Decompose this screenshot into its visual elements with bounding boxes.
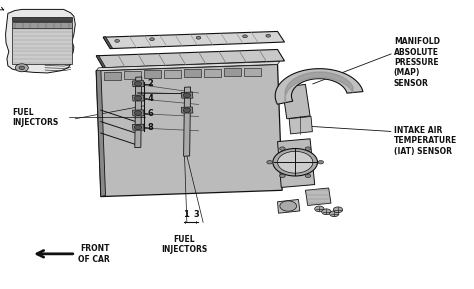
Circle shape [329, 211, 339, 217]
Circle shape [183, 108, 191, 112]
Polygon shape [184, 69, 201, 77]
Circle shape [134, 111, 142, 115]
Text: FUEL
INJECTORS: FUEL INJECTORS [162, 235, 208, 254]
Polygon shape [305, 188, 331, 205]
Circle shape [134, 125, 142, 129]
Text: 2: 2 [147, 79, 153, 88]
Circle shape [318, 160, 324, 164]
Polygon shape [244, 68, 261, 75]
Circle shape [150, 38, 155, 40]
Circle shape [243, 35, 247, 38]
Circle shape [134, 81, 142, 86]
Polygon shape [277, 139, 315, 188]
Circle shape [322, 209, 331, 215]
Circle shape [315, 206, 324, 212]
Circle shape [280, 201, 297, 211]
Text: 6: 6 [147, 108, 153, 118]
Circle shape [115, 40, 119, 42]
Polygon shape [124, 71, 141, 79]
Circle shape [305, 147, 311, 150]
Text: MANIFOLD
ABSOLUTE
PRESSURE
(MAP)
SENSOR: MANIFOLD ABSOLUTE PRESSURE (MAP) SENSOR [394, 37, 440, 88]
Circle shape [277, 151, 313, 173]
Polygon shape [132, 81, 144, 87]
Polygon shape [132, 110, 144, 116]
Polygon shape [11, 22, 72, 28]
Polygon shape [96, 55, 106, 68]
Polygon shape [103, 37, 112, 49]
Circle shape [19, 66, 25, 70]
Circle shape [15, 64, 28, 72]
Circle shape [333, 207, 343, 213]
Polygon shape [224, 68, 241, 76]
Polygon shape [183, 87, 191, 156]
Polygon shape [204, 69, 221, 77]
Polygon shape [11, 28, 72, 64]
Polygon shape [135, 77, 142, 148]
Circle shape [266, 34, 271, 37]
Text: INTAKE AIR
TEMPERATURE
(IAT) SENSOR: INTAKE AIR TEMPERATURE (IAT) SENSOR [394, 126, 457, 156]
Polygon shape [96, 49, 284, 68]
Polygon shape [181, 107, 193, 113]
Circle shape [305, 174, 311, 178]
Polygon shape [181, 92, 193, 98]
Polygon shape [96, 64, 282, 197]
Circle shape [280, 147, 285, 150]
Text: 1: 1 [182, 210, 188, 219]
Circle shape [196, 36, 201, 39]
Polygon shape [6, 10, 75, 73]
Text: 3: 3 [193, 210, 199, 219]
Circle shape [273, 149, 318, 176]
Polygon shape [96, 62, 280, 71]
Circle shape [183, 93, 191, 98]
Text: 4: 4 [147, 94, 153, 103]
Circle shape [134, 96, 142, 100]
Circle shape [267, 160, 273, 164]
Polygon shape [144, 70, 161, 78]
Polygon shape [104, 71, 121, 79]
Text: 8: 8 [147, 123, 153, 132]
Polygon shape [11, 17, 72, 21]
Polygon shape [164, 70, 181, 78]
Polygon shape [289, 116, 312, 134]
Text: FUEL
INJECTORS: FUEL INJECTORS [12, 108, 59, 127]
Polygon shape [275, 69, 363, 104]
Text: FRONT
OF CAR: FRONT OF CAR [37, 244, 110, 264]
Polygon shape [96, 70, 106, 197]
Polygon shape [132, 124, 144, 130]
Circle shape [280, 174, 285, 178]
Polygon shape [282, 84, 310, 119]
Polygon shape [277, 199, 300, 213]
Polygon shape [103, 32, 284, 49]
Polygon shape [132, 95, 144, 101]
